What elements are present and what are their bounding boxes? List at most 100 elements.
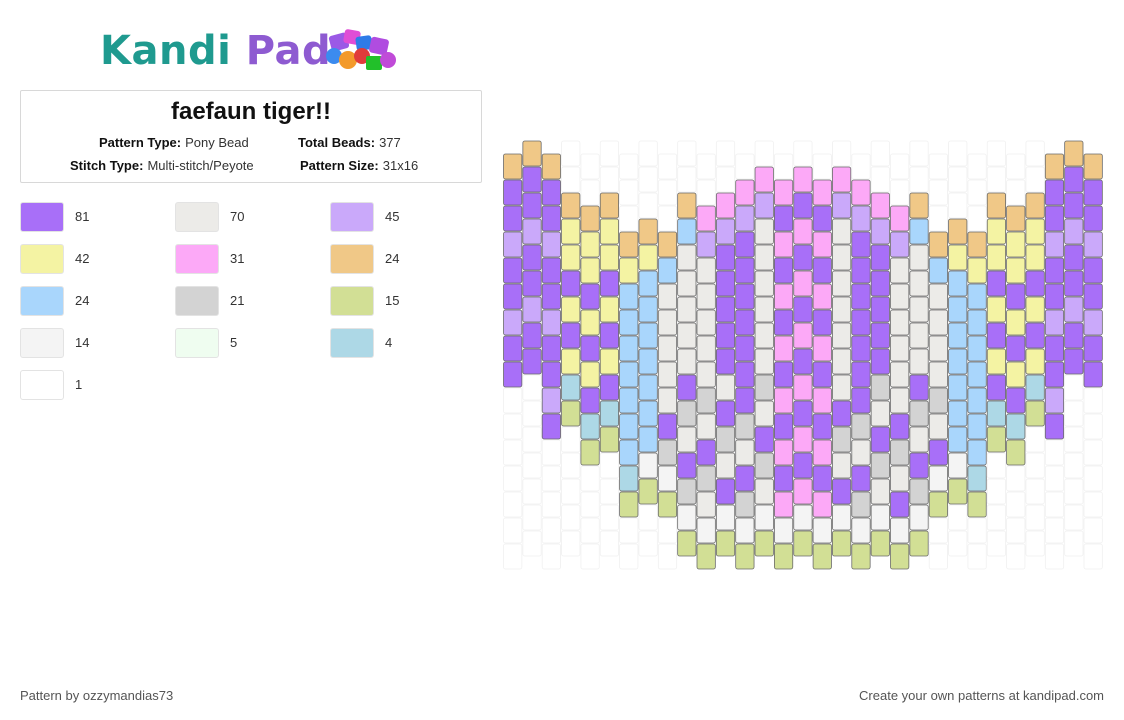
bead bbox=[657, 257, 678, 284]
bead bbox=[657, 205, 678, 232]
bead bbox=[696, 153, 716, 180]
bead bbox=[1083, 517, 1103, 544]
bead bbox=[754, 322, 774, 349]
bead bbox=[677, 452, 697, 479]
color-swatch bbox=[20, 328, 64, 358]
bead bbox=[677, 504, 697, 531]
pattern-size-field: Pattern Size: 31x16 bbox=[300, 158, 418, 173]
bead bbox=[832, 400, 852, 427]
bead bbox=[1006, 335, 1026, 362]
bead bbox=[812, 309, 832, 336]
bead bbox=[715, 504, 736, 531]
bead bbox=[986, 348, 1007, 375]
bead bbox=[812, 387, 832, 414]
bead bbox=[1025, 218, 1045, 245]
bead bbox=[909, 296, 929, 323]
bead bbox=[1006, 361, 1026, 388]
bead bbox=[1044, 491, 1065, 518]
bead bbox=[754, 218, 774, 245]
color-swatch bbox=[330, 286, 374, 316]
bead bbox=[909, 478, 929, 505]
bead bbox=[986, 166, 1007, 193]
kandipad-logo[interactable]: Kandi Pad bbox=[100, 26, 410, 76]
bead-count: 70 bbox=[230, 209, 245, 224]
bead bbox=[812, 179, 832, 206]
bead bbox=[793, 166, 813, 193]
bead bbox=[1044, 543, 1065, 570]
bead bbox=[986, 478, 1007, 505]
bead bbox=[1025, 322, 1045, 349]
bead bbox=[754, 478, 774, 505]
bead bbox=[812, 335, 832, 362]
bead bbox=[735, 335, 755, 362]
bead bbox=[1083, 231, 1103, 258]
bead bbox=[561, 400, 581, 427]
bead bbox=[793, 140, 813, 167]
bead bbox=[986, 270, 1007, 297]
bead bbox=[599, 400, 620, 427]
bead bbox=[909, 140, 929, 167]
bead bbox=[870, 452, 890, 479]
bead bbox=[657, 413, 678, 440]
bead bbox=[677, 296, 697, 323]
bead bbox=[832, 322, 852, 349]
bead bbox=[696, 283, 716, 310]
bead bbox=[1006, 413, 1026, 440]
bead bbox=[1044, 283, 1065, 310]
bead bbox=[1064, 530, 1084, 557]
bead bbox=[522, 530, 542, 557]
bead bbox=[967, 257, 987, 284]
bead bbox=[541, 517, 561, 544]
bead bbox=[812, 465, 832, 492]
bead bbox=[619, 517, 639, 544]
bead bbox=[948, 166, 968, 193]
bead bbox=[580, 439, 600, 466]
bead bbox=[967, 361, 987, 388]
bead bbox=[638, 348, 658, 375]
bead bbox=[599, 244, 620, 271]
bead bbox=[851, 153, 871, 180]
bead-count: 45 bbox=[385, 209, 400, 224]
bead bbox=[870, 400, 890, 427]
bead bbox=[851, 205, 871, 232]
bead bbox=[599, 166, 620, 193]
bead bbox=[522, 270, 542, 297]
bead bbox=[580, 179, 600, 206]
bead bbox=[580, 387, 600, 414]
bead bbox=[735, 517, 755, 544]
bead bbox=[599, 530, 620, 557]
bead bbox=[754, 244, 774, 271]
bead bbox=[1006, 387, 1026, 414]
bead bbox=[754, 452, 774, 479]
bead bbox=[561, 374, 581, 401]
bead bbox=[793, 322, 813, 349]
bead bbox=[1025, 426, 1045, 453]
bead bbox=[1025, 192, 1045, 219]
bead bbox=[870, 478, 890, 505]
bead bbox=[561, 478, 581, 505]
bead bbox=[657, 387, 678, 414]
bead bbox=[948, 504, 968, 531]
bead bbox=[812, 439, 832, 466]
kandipad-link[interactable]: Create your own patterns at kandipad.com bbox=[859, 688, 1104, 703]
bead bbox=[793, 348, 813, 375]
logo-word-pad: Pad bbox=[245, 28, 332, 74]
bead bbox=[619, 361, 639, 388]
color-swatch bbox=[20, 202, 64, 232]
bead bbox=[832, 374, 852, 401]
bead bbox=[928, 465, 948, 492]
bead bbox=[928, 205, 948, 232]
bead bbox=[1006, 283, 1026, 310]
bead bbox=[677, 140, 697, 167]
bead bbox=[561, 140, 581, 167]
bead bbox=[773, 543, 794, 570]
bead bbox=[967, 153, 987, 180]
bead bbox=[696, 465, 716, 492]
bead bbox=[948, 244, 968, 271]
bead bbox=[715, 348, 736, 375]
bead bbox=[928, 439, 948, 466]
bead bbox=[754, 270, 774, 297]
bead bbox=[522, 244, 542, 271]
bead bbox=[619, 439, 639, 466]
bead bbox=[773, 231, 794, 258]
